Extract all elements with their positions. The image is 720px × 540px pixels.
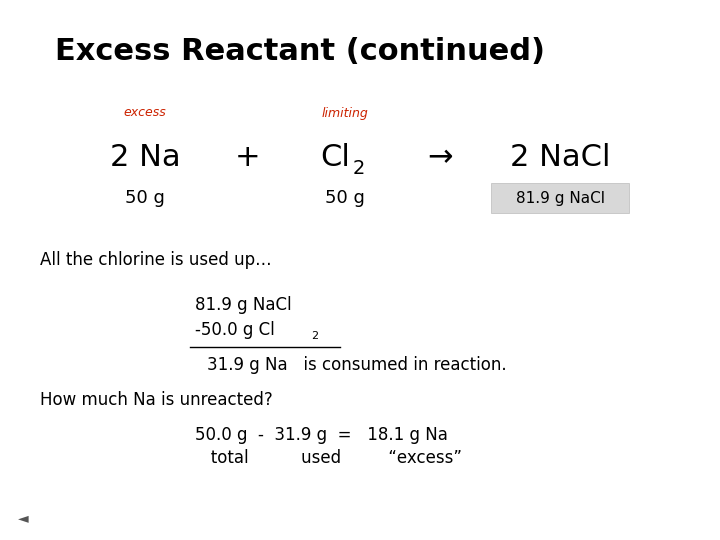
Text: -50.0 g Cl: -50.0 g Cl — [195, 321, 275, 339]
Text: ◄: ◄ — [18, 511, 29, 525]
Text: How much Na is unreacted?: How much Na is unreacted? — [40, 391, 273, 409]
Text: 2: 2 — [353, 159, 365, 178]
Text: 50 g: 50 g — [325, 189, 365, 207]
Text: +: + — [235, 144, 261, 172]
Text: →: → — [427, 144, 453, 172]
Text: 50.0 g  -  31.9 g  =   18.1 g Na: 50.0 g - 31.9 g = 18.1 g Na — [195, 426, 448, 444]
Text: 2 Na: 2 Na — [109, 144, 180, 172]
Text: 81.9 g NaCl: 81.9 g NaCl — [195, 296, 292, 314]
Text: 81.9 g NaCl: 81.9 g NaCl — [516, 191, 605, 206]
FancyBboxPatch shape — [491, 183, 629, 213]
Text: 31.9 g Na   is consumed in reaction.: 31.9 g Na is consumed in reaction. — [207, 356, 507, 374]
Text: Cl: Cl — [320, 144, 350, 172]
Text: Excess Reactant (continued): Excess Reactant (continued) — [55, 37, 545, 66]
Text: 50 g: 50 g — [125, 189, 165, 207]
Text: All the chlorine is used up…: All the chlorine is used up… — [40, 251, 271, 269]
Text: excess: excess — [124, 106, 166, 119]
Text: limiting: limiting — [322, 106, 369, 119]
Text: total          used         “excess”: total used “excess” — [195, 449, 462, 467]
Text: 2: 2 — [311, 331, 318, 341]
Text: 2 NaCl: 2 NaCl — [510, 144, 611, 172]
